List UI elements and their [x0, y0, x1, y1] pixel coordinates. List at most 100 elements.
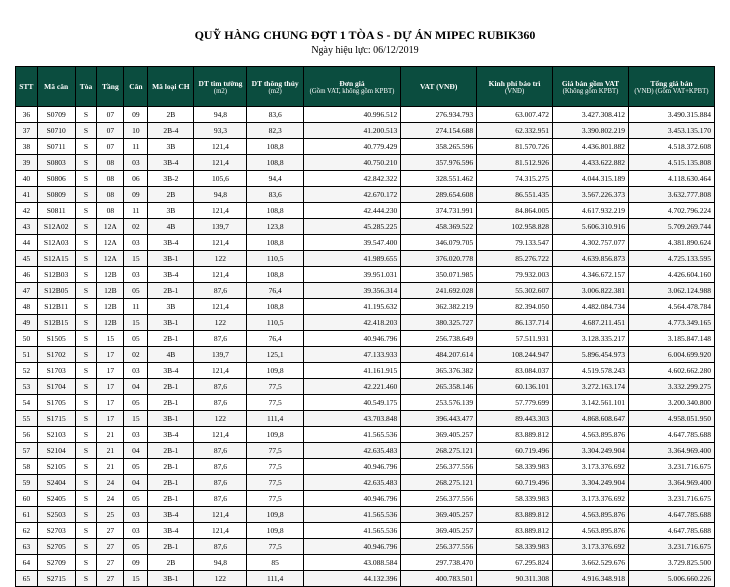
cell: 2B-1 [148, 379, 194, 395]
cell: 77,5 [247, 491, 303, 507]
cell: 60.136.101 [477, 379, 553, 395]
cell: 74.315.275 [477, 171, 553, 187]
table-row: 60S2405S24052B-187,677,540.946.796256.37… [16, 491, 715, 507]
cell: 111,4 [247, 411, 303, 427]
table-header-row: STTMã cănTòaTầngCănMã loại CHDT tim tườn… [16, 67, 715, 107]
cell: S [75, 571, 97, 587]
cell: 09 [124, 107, 148, 123]
cell: S [75, 331, 97, 347]
cell: 3B-4 [148, 155, 194, 171]
cell: 346.079.705 [401, 235, 477, 251]
cell: 4.687.211.451 [553, 315, 629, 331]
cell: 65 [16, 571, 38, 587]
cell: 41.195.632 [303, 299, 400, 315]
cell: 3.173.376.692 [553, 491, 629, 507]
cell: 2B-1 [148, 443, 194, 459]
cell: 122 [194, 571, 247, 587]
cell: 79.133.547 [477, 235, 553, 251]
table-row: 59S2404S24042B-187,677,542.635.483268.27… [16, 475, 715, 491]
cell: 3B [148, 203, 194, 219]
cell: 256.377.556 [401, 459, 477, 475]
cell: 4.302.757.077 [553, 235, 629, 251]
cell: 376.020.778 [401, 251, 477, 267]
cell: 42.842.322 [303, 171, 400, 187]
cell: 82.394.050 [477, 299, 553, 315]
col-vat: VAT (VNĐ) [401, 67, 477, 107]
cell: 2B-1 [148, 459, 194, 475]
cell: 94,8 [194, 187, 247, 203]
cell: 87,6 [194, 395, 247, 411]
cell: S [75, 475, 97, 491]
cell: S2715 [37, 571, 75, 587]
cell: 265.358.146 [401, 379, 477, 395]
col-loai: Mã loại CH [148, 67, 194, 107]
cell: 109,8 [247, 427, 303, 443]
table-row: 65S2715S27153B-1122111,444.132.396400.78… [16, 571, 715, 587]
col-toa: Tòa [75, 67, 97, 107]
cell: 121,4 [194, 427, 247, 443]
table-row: 54S1705S17052B-187,677,540.549.175253.57… [16, 395, 715, 411]
table-row: 58S2105S21052B-187,677,540.946.796256.37… [16, 459, 715, 475]
cell: 57 [16, 443, 38, 459]
cell: 03 [124, 507, 148, 523]
cell: S2405 [37, 491, 75, 507]
cell: S2404 [37, 475, 75, 491]
cell: 27 [97, 555, 124, 571]
col-thong: DT thông thủy(m2) [247, 67, 303, 107]
cell: 3B-1 [148, 251, 194, 267]
cell: 94,8 [194, 555, 247, 571]
cell: S12A03 [37, 235, 75, 251]
cell: 40.549.175 [303, 395, 400, 411]
cell: 40 [16, 171, 38, 187]
cell: 4.346.672.157 [553, 267, 629, 283]
cell: 77,5 [247, 539, 303, 555]
table-row: 37S0710S07102B-493,382,341.200.513274.15… [16, 123, 715, 139]
cell: 42.635.483 [303, 475, 400, 491]
cell: 77,5 [247, 395, 303, 411]
cell: 2B [148, 555, 194, 571]
cell: 3B-4 [148, 427, 194, 443]
cell: 4.433.622.882 [553, 155, 629, 171]
cell: 297.738.470 [401, 555, 477, 571]
cell: 3B-1 [148, 411, 194, 427]
cell: 2B-1 [148, 395, 194, 411]
cell: S1705 [37, 395, 75, 411]
cell: 6.004.699.920 [628, 347, 714, 363]
cell: 3.173.376.692 [553, 459, 629, 475]
cell: S [75, 443, 97, 459]
cell: 89.443.303 [477, 411, 553, 427]
cell: 12A [97, 251, 124, 267]
cell: 39.547.400 [303, 235, 400, 251]
cell: 82,3 [247, 123, 303, 139]
cell: 05 [124, 283, 148, 299]
cell: 77,5 [247, 379, 303, 395]
cell: 121,4 [194, 235, 247, 251]
cell: 121,4 [194, 267, 247, 283]
cell: 4.639.856.873 [553, 251, 629, 267]
cell: 83,6 [247, 107, 303, 123]
cell: S0803 [37, 155, 75, 171]
cell: 3B-1 [148, 315, 194, 331]
cell: 40.946.796 [303, 459, 400, 475]
col-stt: STT [16, 67, 38, 107]
cell: 83.889.812 [477, 523, 553, 539]
cell: 4B [148, 347, 194, 363]
cell: S [75, 459, 97, 475]
cell: 62 [16, 523, 38, 539]
cell: S [75, 187, 97, 203]
cell: S [75, 139, 97, 155]
cell: 350.071.985 [401, 267, 477, 283]
cell: S2103 [37, 427, 75, 443]
cell: 45.285.225 [303, 219, 400, 235]
cell: 12B [97, 315, 124, 331]
col-can: Căn [124, 67, 148, 107]
cell: 94,4 [247, 171, 303, 187]
cell: 122 [194, 411, 247, 427]
cell: 85.276.722 [477, 251, 553, 267]
cell: 11 [124, 203, 148, 219]
cell: 37 [16, 123, 38, 139]
table-body: 36S0709S07092B94,883,640.996.512276.934.… [16, 107, 715, 587]
cell: 40.946.796 [303, 331, 400, 347]
cell: 46 [16, 267, 38, 283]
cell: 05 [124, 459, 148, 475]
